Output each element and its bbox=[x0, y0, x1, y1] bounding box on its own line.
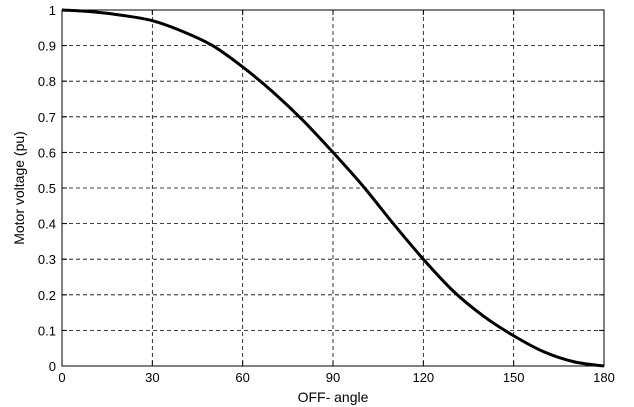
tick-layer: 0 30 60 90 120 150 180 0 0.1 0.2 0.3 0.4 0.5 0.6 0.7 0.… bbox=[38, 3, 615, 385]
y-tick-label: 0.7 bbox=[38, 110, 56, 125]
x-tick-label: 30 bbox=[145, 370, 159, 385]
y-tick-label: 1 bbox=[49, 3, 56, 18]
y-tick-label: 0.2 bbox=[38, 288, 56, 303]
x-tick-label: 0 bbox=[58, 370, 65, 385]
y-tick-label: 0.8 bbox=[38, 74, 56, 89]
x-tick-label: 60 bbox=[235, 370, 249, 385]
x-tick-label: 180 bbox=[593, 370, 615, 385]
y-tick-label: 0.5 bbox=[38, 181, 56, 196]
x-tick-label: 150 bbox=[503, 370, 525, 385]
y-tick-label: 0 bbox=[49, 359, 56, 374]
series-line bbox=[61, 8, 605, 368]
x-axis-label: OFF- angle bbox=[298, 389, 369, 405]
y-axis-label: Motor voltage (pu) bbox=[11, 131, 27, 245]
y-tick-label: 0.3 bbox=[38, 252, 56, 267]
y-tick-label: 0.6 bbox=[38, 145, 56, 160]
y-tick-label: 0.1 bbox=[38, 323, 56, 338]
x-tick-label: 90 bbox=[326, 370, 340, 385]
grid-layer bbox=[62, 10, 604, 366]
x-tick-label: 120 bbox=[412, 370, 434, 385]
y-tick-label: 0.4 bbox=[38, 217, 56, 232]
series-layer bbox=[61, 8, 605, 368]
y-tick-label: 0.9 bbox=[38, 39, 56, 54]
